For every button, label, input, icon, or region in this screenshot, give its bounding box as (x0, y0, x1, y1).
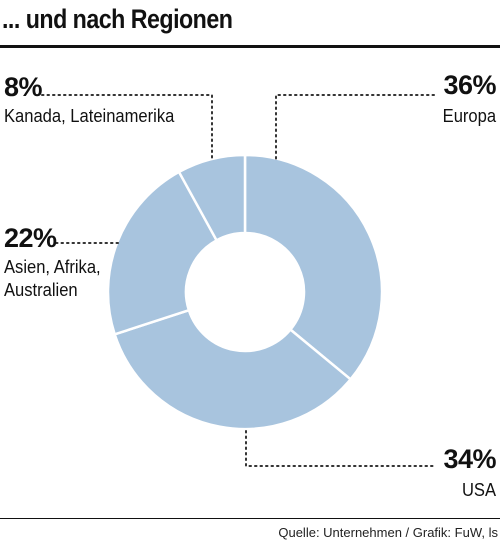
slice-usa-label: USA (461, 480, 496, 500)
slice-europa-percent: 36% (443, 70, 496, 100)
donut-slices (106, 153, 384, 431)
slice-asien-label-line2: Australien (4, 280, 78, 300)
slice-kanada-percent: 8% (4, 72, 43, 102)
footer-rule (0, 518, 500, 519)
slice-asien-percent: 22% (4, 223, 57, 253)
slice-europa (243, 153, 384, 381)
source-note: Quelle: Unternehmen / Grafik: FuW, ls (278, 525, 498, 540)
leader-kanada (41, 94, 213, 161)
leader-europa (275, 94, 435, 161)
slice-kanada-label: Kanada, Lateinamerika (4, 106, 175, 126)
slice-asien-afrika-australien (106, 170, 218, 336)
leader-usa (245, 430, 437, 467)
slice-usa (113, 308, 352, 431)
slice-usa-percent: 34% (443, 444, 496, 474)
slice-asien-label-line1: Asien, Afrika, (4, 257, 101, 277)
chart-title: ... und nach Regionen (2, 4, 233, 34)
slice-kanada-lateinamerika (177, 153, 247, 242)
title-rule (0, 45, 500, 48)
leader-lines (41, 94, 437, 467)
slice-europa-label: Europa (442, 106, 496, 126)
